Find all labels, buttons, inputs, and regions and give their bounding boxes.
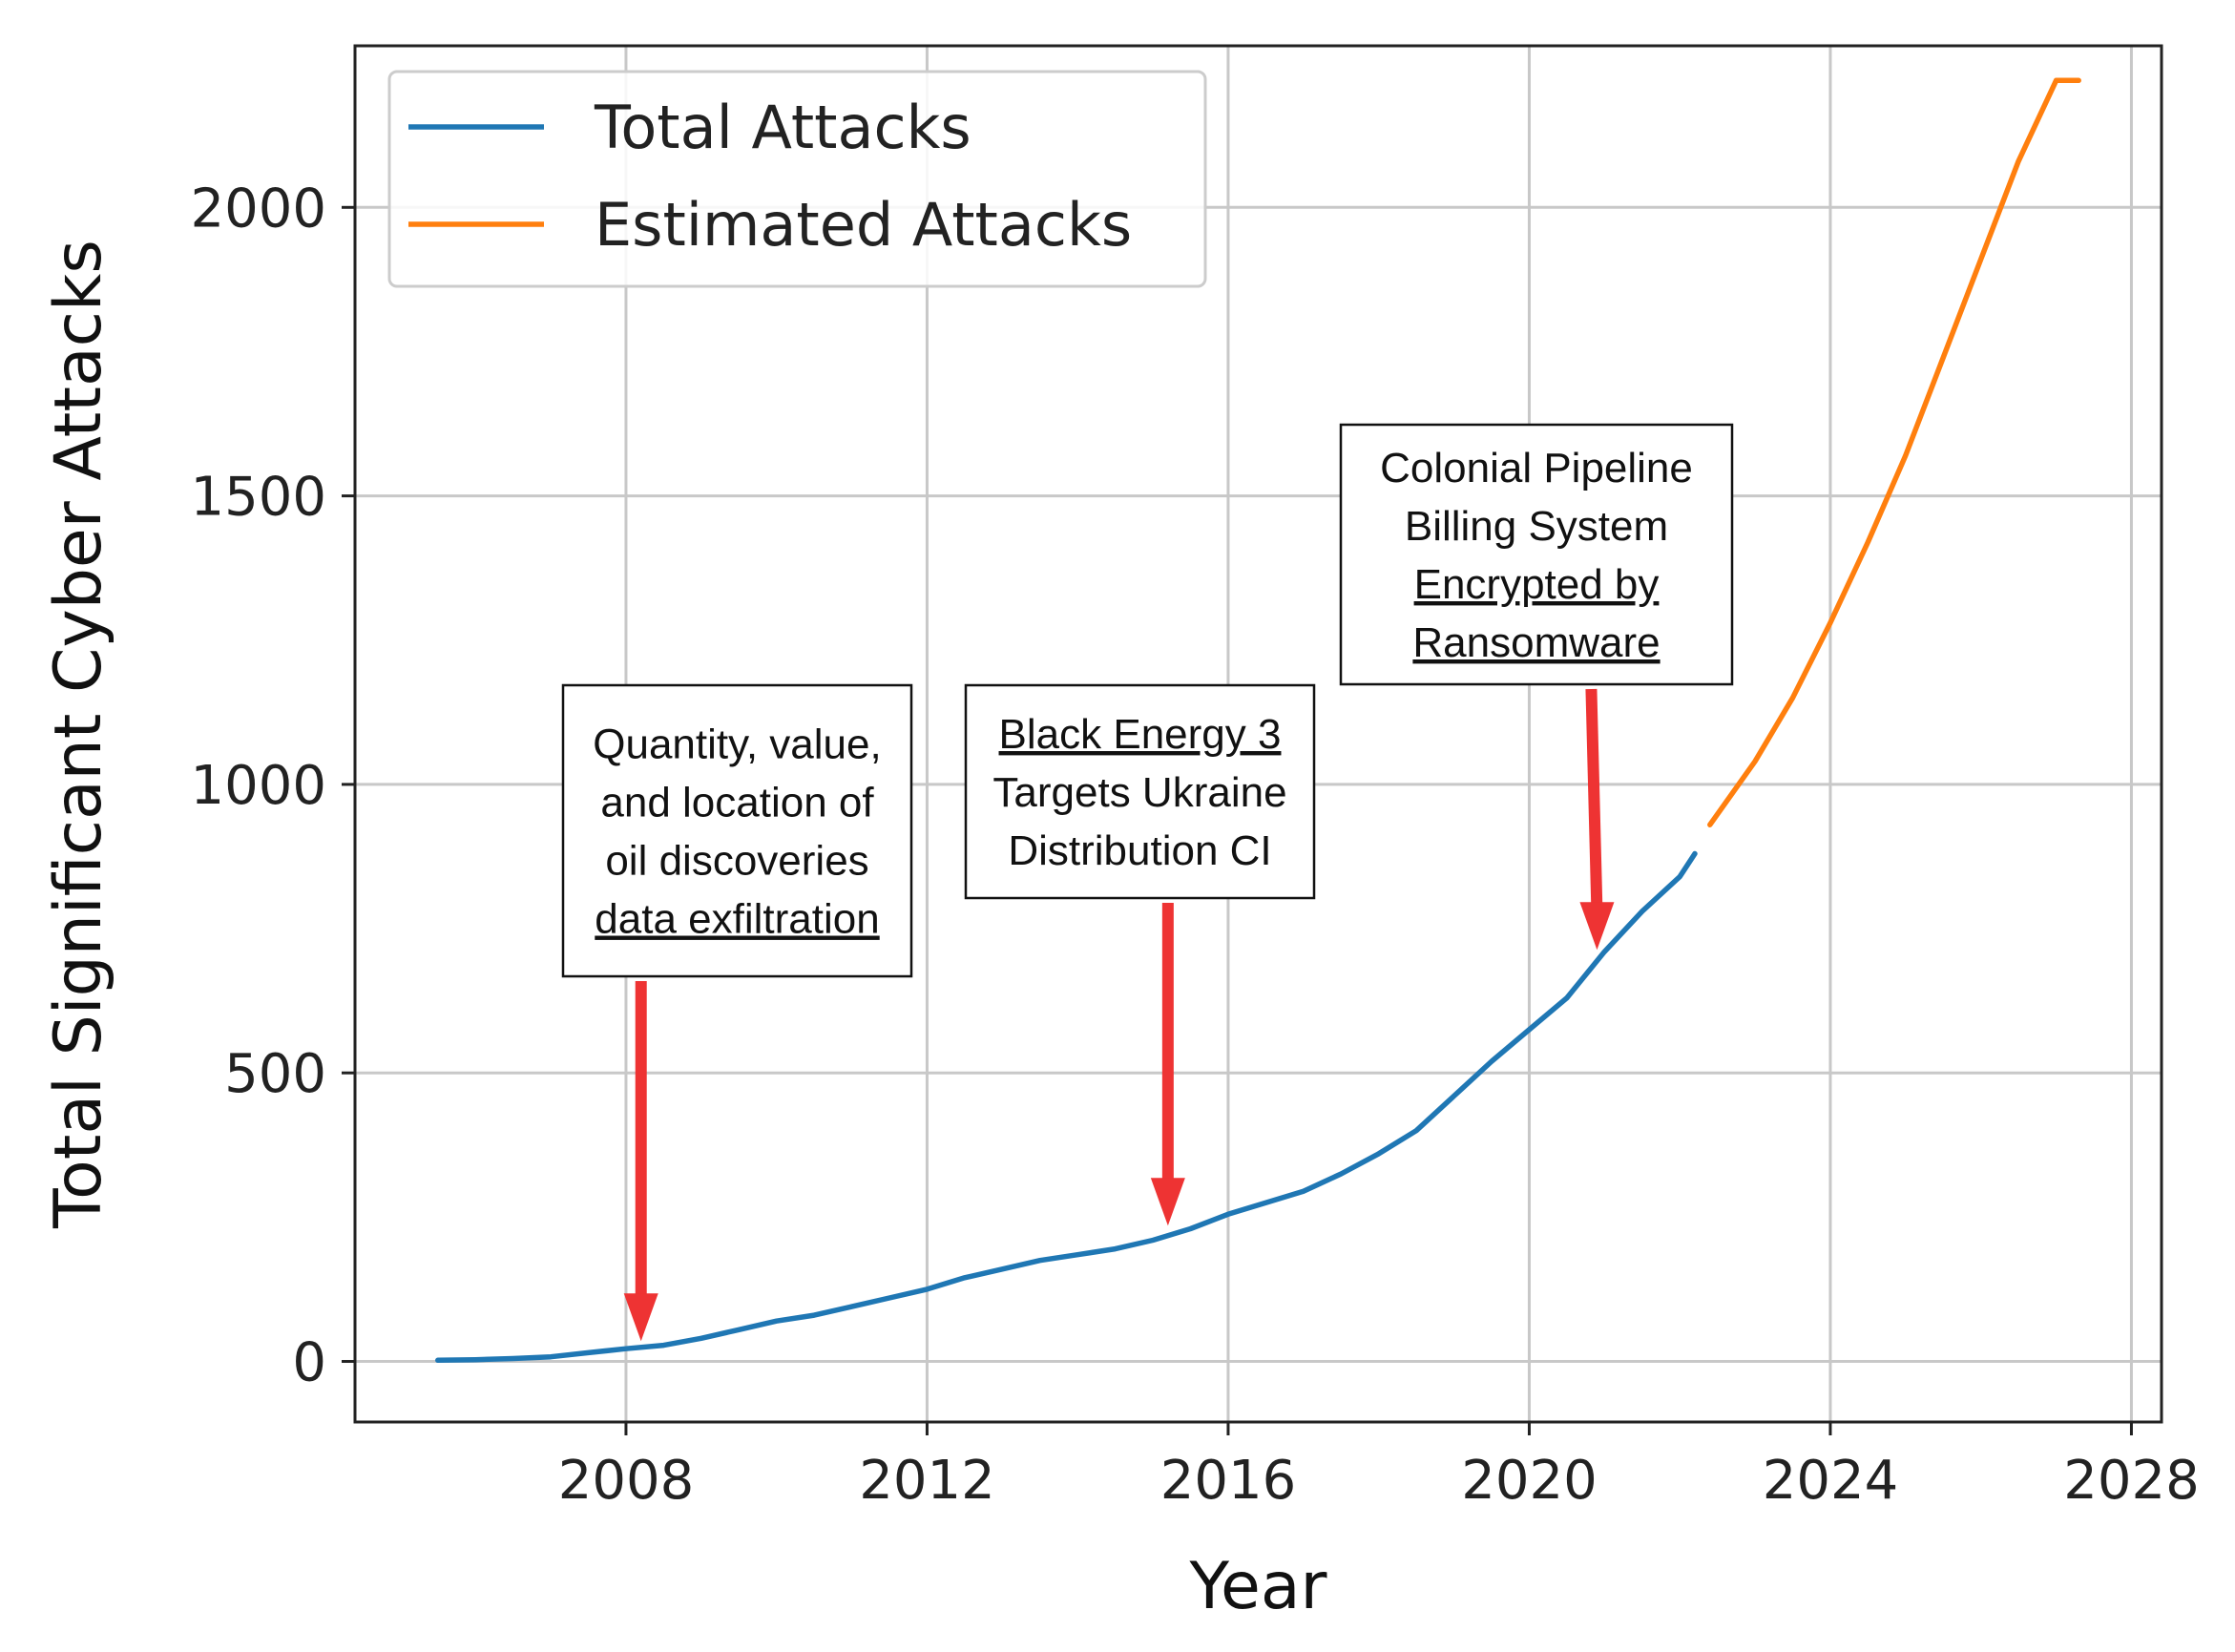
annotation-line: Black Energy 3 bbox=[999, 711, 1282, 758]
arrow-shaft bbox=[1585, 688, 1603, 912]
annotation-line: Targets Ukraine bbox=[992, 769, 1286, 816]
y-tick-label: 500 bbox=[224, 1043, 326, 1105]
y-tick-label: 0 bbox=[292, 1332, 326, 1394]
annotation-3: Colonial Pipeline Billing System Encrypted… bbox=[1339, 423, 1734, 686]
x-tick-label: 2008 bbox=[558, 1450, 695, 1512]
annotation-2: Black Energy 3 Targets Ukraine Distributio… bbox=[964, 683, 1316, 900]
x-tick-label: 2028 bbox=[2063, 1450, 2200, 1512]
legend-box bbox=[387, 70, 1207, 288]
y-axis-label: Total Significant Cyber Attacks bbox=[41, 240, 116, 1229]
arrow-3 bbox=[1579, 688, 1615, 951]
arrow-2 bbox=[1150, 903, 1185, 1226]
annotation-box bbox=[1339, 423, 1734, 686]
arrow-head bbox=[1579, 902, 1615, 951]
arrow-head bbox=[1150, 1178, 1185, 1226]
annotation-line: Billing System bbox=[1405, 503, 1668, 550]
legend: Total Attacks Estimated Attacks bbox=[387, 70, 1207, 288]
annotation-line: Ransomware bbox=[1412, 619, 1660, 666]
x-tick-label: 2012 bbox=[859, 1450, 995, 1512]
ticks: 2008 2012 2016 2020 2024 2028 0 500 1000 1500 2000 bbox=[190, 178, 2199, 1512]
annotation-line: oil discoveries bbox=[605, 838, 868, 885]
annotation-box bbox=[964, 683, 1316, 900]
annotation-arrows bbox=[623, 688, 1615, 1342]
annotation-1: Quantity, value, and location of oil disco… bbox=[561, 683, 913, 978]
plot-frame bbox=[353, 44, 2163, 1424]
x-tick-label: 2024 bbox=[1763, 1450, 1899, 1512]
series-line-estimated-attacks bbox=[1707, 77, 2081, 827]
annotation-line: Distribution CI bbox=[1008, 827, 1271, 874]
annotation-line: data exfiltration bbox=[595, 896, 879, 943]
y-tick-label: 2000 bbox=[190, 178, 326, 240]
arrow-head bbox=[623, 1293, 658, 1342]
series bbox=[435, 77, 2081, 1364]
annotation-line: Quantity, value, bbox=[593, 721, 881, 768]
legend-label: Total Attacks bbox=[594, 93, 971, 162]
legend-label: Estimated Attacks bbox=[595, 190, 1132, 260]
x-tick-label: 2016 bbox=[1160, 1450, 1297, 1512]
annotation-line: and location of bbox=[600, 780, 874, 826]
annotation-line: Encrypted by bbox=[1414, 561, 1660, 608]
annotation-line: Colonial Pipeline bbox=[1380, 445, 1693, 491]
annotations: Quantity, value, and location of oil disco… bbox=[561, 423, 1734, 978]
x-axis-label: Year bbox=[1189, 1549, 1327, 1624]
x-tick-label: 2020 bbox=[1461, 1450, 1598, 1512]
arrow-1 bbox=[623, 981, 658, 1342]
y-tick-label: 1000 bbox=[190, 755, 326, 817]
y-tick-label: 1500 bbox=[190, 467, 326, 529]
annotation-box bbox=[561, 683, 913, 978]
series-line-total-attacks bbox=[435, 850, 1698, 1364]
